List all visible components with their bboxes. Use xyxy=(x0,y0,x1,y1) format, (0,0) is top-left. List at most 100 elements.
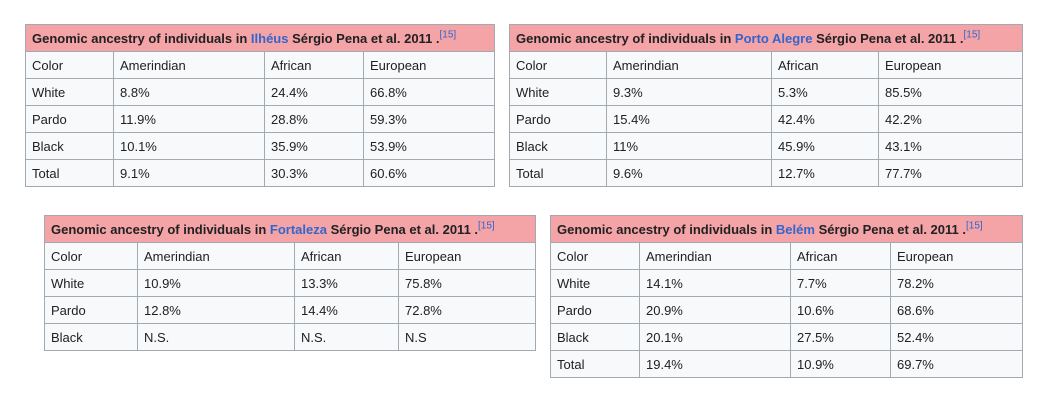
table-cell: 12.8% xyxy=(137,296,295,324)
ancestry-table-fortaleza: Genomic ancestry of individuals in Forta… xyxy=(44,215,536,351)
table-cell: 53.9% xyxy=(363,132,495,160)
city-link-belem[interactable]: Belém xyxy=(775,221,815,237)
table-cell: 12.7% xyxy=(771,159,879,187)
table-cell: 8.8% xyxy=(113,78,265,106)
table-cell: N.S xyxy=(398,323,536,351)
table-cell: 9.6% xyxy=(606,159,772,187)
table-cell: 20.1% xyxy=(639,323,791,351)
reference-link[interactable]: [15] xyxy=(439,29,457,41)
table-cell: 13.3% xyxy=(294,269,399,297)
table-cell: 43.1% xyxy=(878,132,1023,160)
caption-suffix: Sérgio Pena et al. 2011 . xyxy=(816,30,964,46)
header-cell: Color xyxy=(550,242,640,270)
header-cell: Color xyxy=(44,242,138,270)
caption-prefix: Genomic ancestry of individuals in xyxy=(516,30,732,46)
table-cell: 10.1% xyxy=(113,132,265,160)
table-row: White 10.9% 13.3% 75.8% xyxy=(44,269,536,297)
table-cell: 69.7% xyxy=(890,350,1023,378)
header-cell: European xyxy=(878,51,1023,79)
table-caption: Genomic ancestry of individuals in Forta… xyxy=(44,215,536,243)
table-row: Total 9.6% 12.7% 77.7% xyxy=(509,159,1023,187)
table-cell: Black xyxy=(550,323,640,351)
table-cell: 52.4% xyxy=(890,323,1023,351)
table-cell: 42.4% xyxy=(771,105,879,133)
city-link-fortaleza[interactable]: Fortaleza xyxy=(269,221,327,237)
table-caption-row: Genomic ancestry of individuals in Belém… xyxy=(550,215,1023,243)
table-row: Pardo 12.8% 14.4% 72.8% xyxy=(44,296,536,324)
reference-link[interactable]: [15] xyxy=(963,29,981,41)
table-cell: 24.4% xyxy=(264,78,364,106)
table-cell: 30.3% xyxy=(264,159,364,187)
table-cell: 78.2% xyxy=(890,269,1023,297)
header-cell: European xyxy=(363,51,495,79)
table-caption: Genomic ancestry of individuals in Porto… xyxy=(509,24,1023,52)
reference-link[interactable]: [15] xyxy=(965,220,983,232)
table-cell: 20.9% xyxy=(639,296,791,324)
table-cell: White xyxy=(25,78,114,106)
header-cell: Color xyxy=(25,51,114,79)
header-row: Color Amerindian African European xyxy=(550,242,1023,270)
table-row: Pardo 11.9% 28.8% 59.3% xyxy=(25,105,495,133)
table-cell: 27.5% xyxy=(790,323,891,351)
table-cell: Black xyxy=(25,132,114,160)
header-cell: Color xyxy=(509,51,607,79)
table-cell: White xyxy=(44,269,138,297)
table-cell: 11.9% xyxy=(113,105,265,133)
table-cell: Black xyxy=(509,132,607,160)
table-cell: 77.7% xyxy=(878,159,1023,187)
table-cell: 85.5% xyxy=(878,78,1023,106)
table-caption-row: Genomic ancestry of individuals in Porto… xyxy=(509,24,1023,52)
header-cell: Amerindian xyxy=(137,242,295,270)
table-row: Black 11% 45.9% 43.1% xyxy=(509,132,1023,160)
table-cell: N.S. xyxy=(137,323,295,351)
table-cell: Total xyxy=(550,350,640,378)
table-cell: 19.4% xyxy=(639,350,791,378)
table-row: White 14.1% 7.7% 78.2% xyxy=(550,269,1023,297)
header-row: Color Amerindian African European xyxy=(25,51,495,79)
table-cell: Total xyxy=(25,159,114,187)
reference-link[interactable]: [15] xyxy=(478,220,495,232)
ancestry-table-porto-alegre: Genomic ancestry of individuals in Porto… xyxy=(509,24,1023,187)
header-cell: African xyxy=(771,51,879,79)
table-cell: 5.3% xyxy=(771,78,879,106)
table-cell: Pardo xyxy=(25,105,114,133)
header-row: Color Amerindian African European xyxy=(509,51,1023,79)
table-row: Total 9.1% 30.3% 60.6% xyxy=(25,159,495,187)
header-cell: Amerindian xyxy=(113,51,265,79)
header-row: Color Amerindian African European xyxy=(44,242,536,270)
header-cell: Amerindian xyxy=(639,242,791,270)
table-cell: 35.9% xyxy=(264,132,364,160)
table-cell: 45.9% xyxy=(771,132,879,160)
header-cell: Amerindian xyxy=(606,51,772,79)
table-cell: White xyxy=(550,269,640,297)
table-cell: 7.7% xyxy=(790,269,891,297)
table-cell: 15.4% xyxy=(606,105,772,133)
table-cell: 42.2% xyxy=(878,105,1023,133)
header-cell: European xyxy=(398,242,536,270)
table-cell: 14.4% xyxy=(294,296,399,324)
table-cell: 10.9% xyxy=(790,350,891,378)
table-cell: 66.8% xyxy=(363,78,495,106)
table-cell: Pardo xyxy=(509,105,607,133)
caption-prefix: Genomic ancestry of individuals in xyxy=(51,221,267,237)
table-cell: 68.6% xyxy=(890,296,1023,324)
city-link-porto-alegre[interactable]: Porto Alegre xyxy=(734,30,813,46)
table-cell: Pardo xyxy=(44,296,138,324)
table-caption-row: Genomic ancestry of individuals in Ilhéu… xyxy=(25,24,495,52)
table-row: White 8.8% 24.4% 66.8% xyxy=(25,78,495,106)
caption-suffix: Sérgio Pena et al. 2011 . xyxy=(818,221,966,237)
table-cell: 75.8% xyxy=(398,269,536,297)
table-cell: 59.3% xyxy=(363,105,495,133)
table-row: Total 19.4% 10.9% 69.7% xyxy=(550,350,1023,378)
table-row: Pardo 15.4% 42.4% 42.2% xyxy=(509,105,1023,133)
header-cell: African xyxy=(790,242,891,270)
table-cell: Black xyxy=(44,323,138,351)
caption-suffix: Sérgio Pena et al. 2011 . xyxy=(292,30,440,46)
table-cell: 28.8% xyxy=(264,105,364,133)
city-link-ilheus[interactable]: Ilhéus xyxy=(250,30,289,46)
table-cell: White xyxy=(509,78,607,106)
table-row: Pardo 20.9% 10.6% 68.6% xyxy=(550,296,1023,324)
table-cell: 9.1% xyxy=(113,159,265,187)
table-cell: 14.1% xyxy=(639,269,791,297)
header-cell: African xyxy=(264,51,364,79)
